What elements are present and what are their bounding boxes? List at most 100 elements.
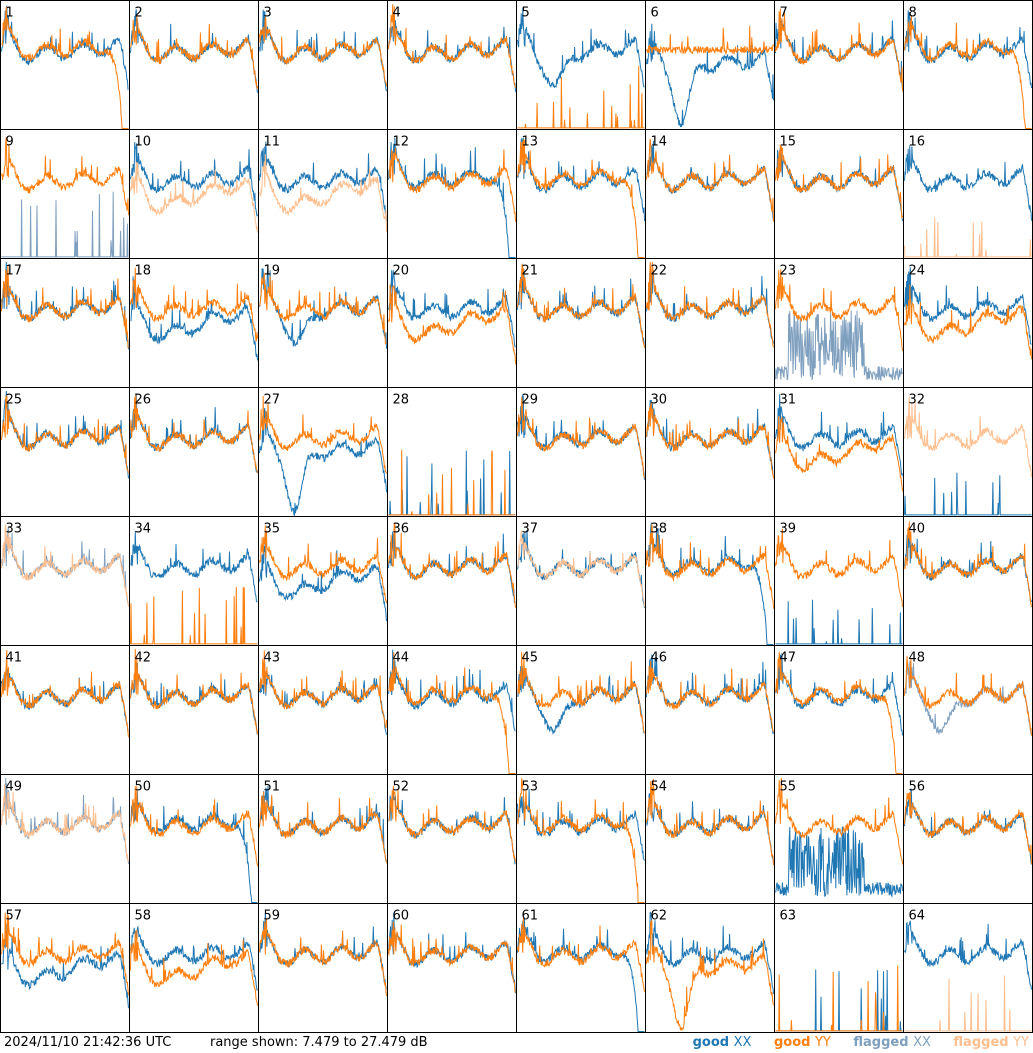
panel-18: 18	[129, 258, 259, 388]
panel-label: 52	[393, 780, 410, 795]
series-yy	[517, 65, 645, 129]
series-xx	[775, 310, 903, 382]
panel-frame	[129, 0, 259, 130]
panel-label: 46	[651, 651, 668, 666]
series-yy	[130, 786, 258, 867]
panel-label: 28	[393, 393, 410, 408]
panel-label: 61	[522, 909, 539, 924]
series-yy	[775, 651, 903, 774]
panel-2: 2	[129, 0, 259, 130]
series-yy	[904, 791, 1032, 864]
panel-54: 54	[645, 774, 775, 904]
series-yy	[130, 586, 258, 645]
panel-39: 39	[774, 516, 904, 646]
panel-6: 6	[645, 0, 775, 130]
series-xx	[259, 539, 387, 622]
panel-40: 40	[903, 516, 1033, 646]
panel-21: 21	[516, 258, 646, 388]
panel-frame	[0, 516, 130, 646]
panel-label: 8	[909, 6, 917, 21]
series-yy	[775, 528, 903, 608]
panel-frame	[387, 0, 517, 130]
panel-frame	[0, 387, 130, 517]
panel-20: 20	[387, 258, 517, 388]
series-yy	[1, 137, 129, 216]
panel-49: 49	[0, 774, 130, 904]
panel-frame	[387, 645, 517, 775]
panel-36: 36	[387, 516, 517, 646]
series-xx	[904, 920, 1032, 990]
series-xx	[1, 191, 129, 258]
panel-label: 25	[6, 393, 23, 408]
series-yy	[130, 161, 258, 233]
series-yy	[904, 217, 1032, 258]
panel-frame	[387, 129, 517, 259]
panel-label: 45	[522, 651, 539, 666]
panel-label: 60	[393, 909, 410, 924]
panel-label: 21	[522, 264, 539, 279]
panel-label: 26	[135, 393, 152, 408]
panel-31: 31	[774, 387, 904, 517]
panel-label: 51	[264, 780, 281, 795]
panel-label: 35	[264, 522, 281, 537]
panel-label: 49	[6, 780, 23, 795]
panel-label: 10	[135, 135, 152, 150]
panel-60: 60	[387, 903, 517, 1033]
panel-frame	[516, 516, 646, 646]
timestamp: 2024/11/10 21:42:36 UTC	[4, 1035, 172, 1050]
legend-sym: XX	[913, 1035, 931, 1050]
series-yy	[646, 261, 774, 348]
panel-label: 5	[522, 6, 530, 21]
series-xx	[130, 276, 258, 361]
series-yy	[259, 650, 387, 729]
series-yy	[1, 6, 129, 129]
series-xx	[904, 267, 1032, 345]
panel-47: 47	[774, 645, 904, 775]
footer: 2024/11/10 21:42:36 UTC range shown: 7.4…	[0, 1033, 1033, 1053]
panel-frame	[903, 0, 1033, 130]
series-yy	[1, 395, 129, 473]
series-yy	[517, 918, 645, 992]
series-yy	[388, 449, 516, 516]
panel-34: 34	[129, 516, 259, 646]
series-xx	[388, 531, 516, 604]
series-yy	[388, 4, 516, 88]
series-yy	[259, 154, 387, 233]
series-yy	[775, 269, 903, 352]
series-xx	[388, 137, 516, 258]
panel-frame	[0, 903, 130, 1033]
series-yy	[1, 265, 129, 349]
panel-frame	[903, 774, 1033, 904]
panel-13: 13	[516, 129, 646, 259]
panel-label: 14	[651, 135, 668, 150]
panel-label: 64	[909, 909, 926, 924]
panel-label: 48	[909, 651, 926, 666]
series-yy	[130, 929, 258, 1006]
panel-label: 36	[393, 522, 410, 537]
panel-11: 11	[258, 129, 388, 259]
panel-label: 50	[135, 780, 152, 795]
panel-label: 13	[522, 135, 539, 150]
series-yy	[1, 524, 129, 607]
series-yy	[259, 525, 387, 604]
series-yy	[775, 8, 903, 92]
panel-frame	[516, 903, 646, 1033]
panel-62: 62	[645, 903, 775, 1033]
series-yy	[259, 16, 387, 87]
series-xx	[904, 472, 1032, 516]
series-yy	[775, 777, 903, 865]
series-yy	[904, 15, 1032, 129]
panel-label: 15	[780, 135, 797, 150]
series-yy	[130, 393, 258, 474]
series-yy	[1, 649, 129, 738]
series-yy	[388, 521, 516, 608]
panel-frame	[903, 258, 1033, 388]
range-label: range shown: 7.479 to 27.479 dB	[210, 1035, 428, 1050]
panel-label: 27	[264, 393, 281, 408]
panel-30: 30	[645, 387, 775, 517]
panel-label: 53	[522, 780, 539, 795]
panel-label: 63	[780, 909, 797, 924]
series-yy	[259, 918, 387, 996]
panel-22: 22	[645, 258, 775, 388]
panel-50: 50	[129, 774, 259, 904]
